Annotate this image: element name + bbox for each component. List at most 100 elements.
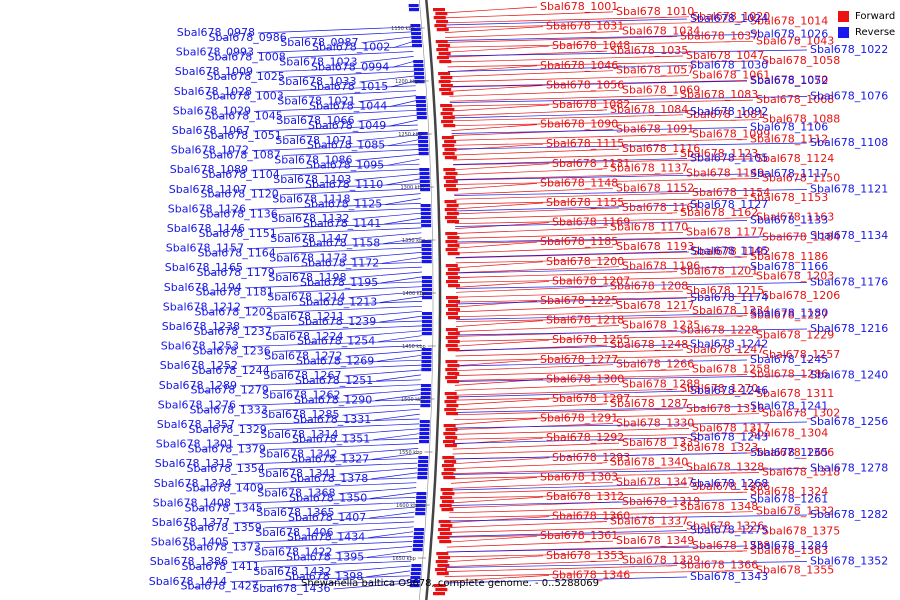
gene-label: Sbal678_1301 bbox=[156, 438, 234, 451]
gene-label: Sbal678_1217 bbox=[616, 299, 694, 312]
forward-feature bbox=[443, 468, 456, 472]
gene-label: Sbal678_1184 bbox=[762, 230, 840, 243]
gene-label: Sbal678_1088 bbox=[762, 113, 840, 126]
reverse-feature bbox=[411, 564, 422, 568]
connector-line bbox=[269, 423, 420, 431]
reverse-feature bbox=[415, 100, 426, 104]
genome-backbone bbox=[419, 0, 442, 600]
connector-line bbox=[446, 49, 808, 57]
reverse-feature bbox=[419, 440, 430, 444]
connector-line bbox=[241, 340, 422, 347]
reverse-feature bbox=[421, 328, 432, 332]
gene-label: Sbal678_1216 bbox=[810, 322, 888, 335]
gene-label: Sbal678_1043 bbox=[756, 34, 834, 47]
connector-line bbox=[451, 134, 690, 141]
gene-label: Sbal678_1326 bbox=[686, 519, 764, 532]
legend-reverse: Reverse bbox=[838, 24, 895, 40]
reverse-feature bbox=[419, 420, 430, 424]
gene-label: Sbal678_1339 bbox=[622, 554, 700, 567]
connector-line bbox=[450, 109, 608, 117]
forward-feature bbox=[436, 20, 449, 24]
gene-label: Sbal678_1332 bbox=[756, 505, 834, 518]
gene-label: Sbal678_1030 bbox=[690, 59, 768, 72]
forward-feature bbox=[439, 532, 452, 536]
connector-line bbox=[455, 241, 538, 249]
forward-feature bbox=[447, 372, 460, 376]
reverse-feature bbox=[421, 220, 432, 224]
connector-line bbox=[270, 403, 421, 411]
gene-label: Sbal678_1048 bbox=[552, 39, 630, 52]
connector-line bbox=[344, 369, 422, 377]
gene-label: Sbal678_1052 bbox=[750, 74, 828, 87]
gene-label: Sbal678_1185 bbox=[540, 235, 618, 248]
reverse-feature bbox=[421, 360, 432, 364]
reverse-feature bbox=[421, 284, 432, 288]
gene-label: Sbal678_1058 bbox=[762, 54, 840, 67]
connector-line bbox=[234, 477, 417, 485]
connector-line bbox=[347, 310, 422, 318]
gene-label: Sbal678_1047 bbox=[686, 49, 764, 62]
reverse-feature bbox=[410, 576, 421, 580]
connector-line bbox=[452, 143, 544, 151]
connector-line bbox=[455, 359, 538, 367]
legend-reverse-label: Reverse bbox=[855, 26, 896, 38]
reverse-feature bbox=[421, 332, 432, 336]
reverse-feature bbox=[410, 28, 421, 32]
reverse-feature bbox=[421, 316, 432, 320]
forward-feature bbox=[444, 140, 457, 144]
gene-label: Sbal678_1228 bbox=[680, 323, 758, 336]
reverse-feature bbox=[419, 184, 430, 188]
gene-label: Sbal678_1248 bbox=[610, 338, 688, 351]
reverse-feature bbox=[414, 80, 425, 84]
gene-label: Sbal678_1282 bbox=[810, 508, 888, 521]
connector-line bbox=[282, 168, 420, 176]
forward-feature bbox=[446, 188, 459, 192]
connector-line bbox=[444, 16, 690, 24]
scale-ticks: 1150 kbp 1200 kbp 1250 kbp 1300 kbp 1350 kbp… bbox=[391, 26, 436, 562]
gene-label: Sbal678_1009 bbox=[175, 65, 253, 78]
connector-line bbox=[346, 330, 422, 338]
connector-line bbox=[286, 90, 416, 98]
gene-label: Sbal678_1409 bbox=[185, 482, 263, 495]
gene-label: Sbal678_1315 bbox=[155, 457, 233, 470]
forward-feature bbox=[445, 264, 458, 268]
reverse-feature bbox=[415, 508, 426, 512]
gene-label: Sbal678_1125 bbox=[304, 198, 382, 211]
gene-label: Sbal678_1067 bbox=[172, 124, 250, 137]
reverse-feature bbox=[421, 276, 432, 280]
connector-line bbox=[273, 345, 422, 352]
connector-line bbox=[349, 271, 422, 279]
forward-feature bbox=[436, 48, 449, 52]
gene-label: Sbal678_1162 bbox=[680, 206, 758, 219]
connector-line bbox=[449, 499, 748, 506]
connector-line bbox=[455, 290, 684, 298]
reverse-feature bbox=[421, 240, 432, 244]
reverse-feature bbox=[417, 476, 428, 480]
reverse-feature bbox=[414, 528, 425, 532]
connector-line bbox=[289, 31, 412, 39]
reverse-feature bbox=[417, 472, 428, 476]
gene-label: Sbal678_1334 bbox=[154, 477, 232, 490]
gene-label: Sbal678_1051 bbox=[203, 129, 281, 142]
gene-label: Sbal678_1327 bbox=[291, 452, 369, 465]
connector-line bbox=[356, 134, 419, 142]
reverse-feature bbox=[410, 580, 421, 584]
forward-feature bbox=[442, 492, 455, 496]
connector-line bbox=[447, 530, 760, 538]
gene-label: Sbal678_1090 bbox=[540, 118, 618, 131]
gene-label: Sbal678_1290 bbox=[294, 394, 372, 407]
gene-label: Sbal678_1095 bbox=[306, 158, 384, 171]
gene-label: Sbal678_1066 bbox=[276, 114, 354, 127]
gene-label: Sbal678_1173 bbox=[269, 251, 347, 264]
gene-label: Sbal678_1302 bbox=[762, 407, 840, 420]
gene-label: Sbal678_1131 bbox=[552, 157, 630, 170]
forward-feature bbox=[438, 80, 451, 84]
gene-label: Sbal678_1164 bbox=[197, 247, 275, 260]
forward-feature bbox=[441, 464, 454, 468]
gene-label: Sbal678_1414 bbox=[149, 575, 227, 588]
gene-label: Sbal678_1082 bbox=[552, 98, 630, 111]
gene-label: Sbal678_1303 bbox=[540, 470, 618, 483]
forward-feature bbox=[445, 360, 458, 364]
gene-label: Sbal678_1304 bbox=[750, 426, 828, 439]
connector-line bbox=[449, 85, 544, 92]
